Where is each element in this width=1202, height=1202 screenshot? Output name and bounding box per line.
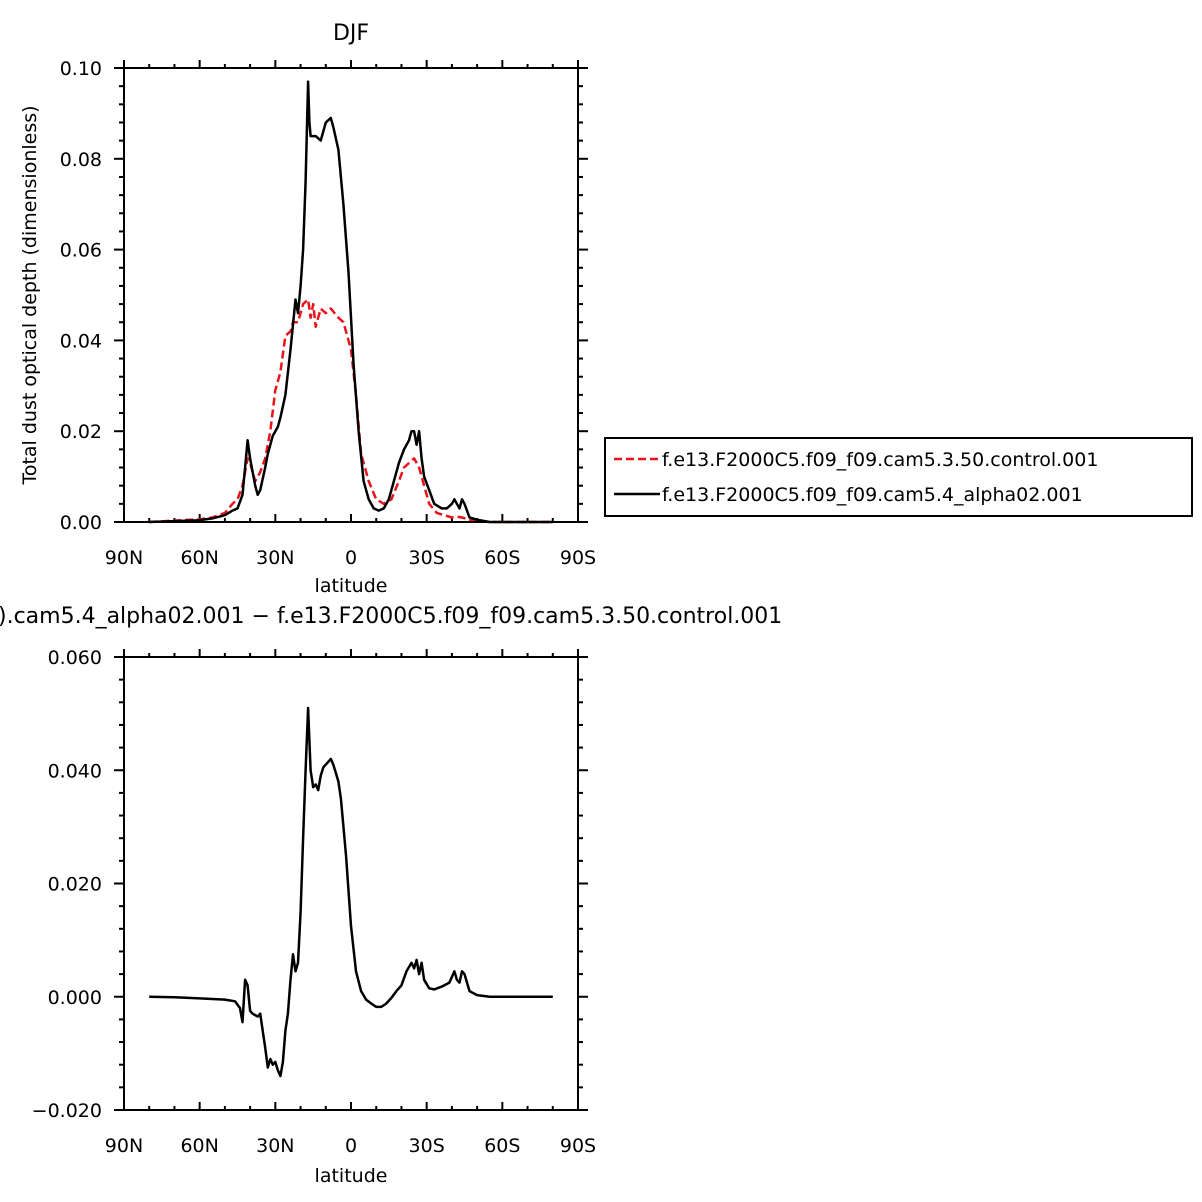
chart-title: DJF [333,21,369,46]
x-tick-label: 90N [105,1135,143,1157]
y-tick-label: −0.020 [32,1100,102,1122]
x-tick-label: 90N [105,547,143,569]
y-tick-label: 0.00 [60,512,102,534]
plot-lines [149,80,553,524]
panel-top: DJF Total dust optical depth (dimensionl… [19,21,596,597]
x-tick-label: 30S [409,1135,445,1157]
y-tick-label: 0.04 [60,330,102,352]
legend-box [604,437,1193,517]
y-tick-label: 0.08 [60,149,102,171]
x-tick-label: 60N [180,547,218,569]
plot-frame [123,656,579,1111]
series-line-0 [149,706,553,1078]
y-tick-label: 0.000 [48,987,102,1009]
x-axis-label: latitude [315,575,388,597]
y-tick-label: 0.020 [48,874,102,896]
legend-label-control: f.e13.F2000C5.f09_f09.cam5.3.50.control.… [662,449,1098,471]
panel-bottom: ).cam5.4_alpha02.001 − f.e13.F2000C5.f09… [0,604,782,1187]
x-tick-label: 90S [560,547,596,569]
y-axis-label: Total dust optical depth (dimensionless) [19,105,41,485]
x-tick-label: 30S [409,547,445,569]
x-tick-label: 0 [345,547,357,569]
axis-ticks: 90N 60N 30N 0 30S 60S 90S 0.00 0.02 0.04 0.06 0.08 0… [60,58,596,569]
y-tick-label: 0.06 [60,240,102,262]
x-tick-label: 90S [560,1135,596,1157]
y-tick-label: 0.02 [60,421,102,443]
legend: f.e13.F2000C5.f09_f09.cam5.3.50.control.… [604,437,1193,517]
x-tick-label: 60S [484,547,520,569]
legend-label-alpha02: f.e13.F2000C5.f09_f09.cam5.4_alpha02.001 [662,484,1083,506]
x-tick-label: 30N [256,547,294,569]
y-tick-label: 0.10 [60,58,102,80]
x-tick-label: 60S [484,1135,520,1157]
x-axis-label: latitude [315,1165,388,1187]
axis-ticks: 90N 60N 30N 0 30S 60S 90S −0.020 0.000 0.020 0.040… [32,647,596,1157]
plot-lines [149,706,553,1078]
x-tick-label: 60N [180,1135,218,1157]
series-line-1 [149,80,553,524]
x-tick-label: 30N [256,1135,294,1157]
plot-frame [123,67,579,523]
x-tick-label: 0 [345,1135,357,1157]
chart-title-difference: ).cam5.4_alpha02.001 − f.e13.F2000C5.f09… [0,604,782,629]
y-tick-label: 0.060 [48,647,102,669]
y-tick-label: 0.040 [48,760,102,782]
